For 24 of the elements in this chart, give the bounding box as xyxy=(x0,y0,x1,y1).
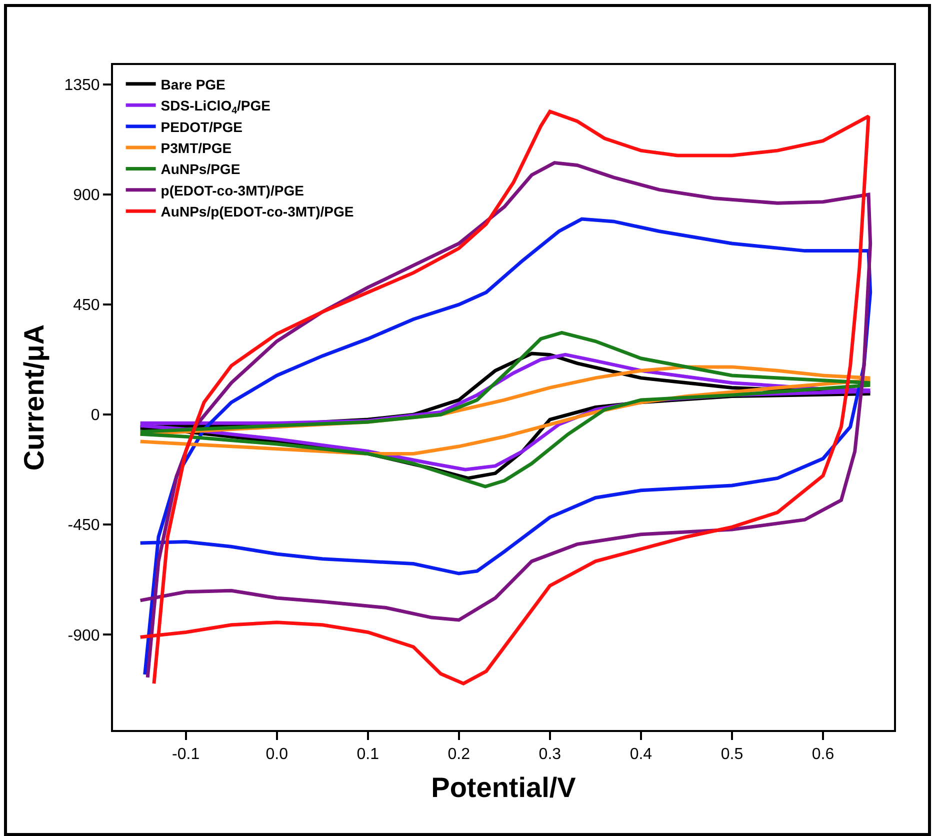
legend-label: PEDOT/PGE xyxy=(160,118,242,135)
line-series xyxy=(138,330,870,488)
legend-label: AuNPs/PGE xyxy=(160,161,240,178)
x-tick-label: 0.0 xyxy=(266,746,288,764)
y-tick-label: -450 xyxy=(68,517,100,534)
y-tick-label: 900 xyxy=(73,187,100,204)
x-tick-label: 0.1 xyxy=(356,746,380,764)
legend-label: p(EDOT-co-3MT)/PGE xyxy=(160,182,304,198)
y-tick-label: 450 xyxy=(73,297,100,314)
x-tick-label: 0.3 xyxy=(538,746,562,764)
x-tick-label: 0.5 xyxy=(720,746,744,764)
legend-label: SDS-LiClO$_{4}$/PGE xyxy=(160,98,271,117)
y-tick-label: 1350 xyxy=(64,77,100,94)
x-tick-label: 0.4 xyxy=(630,746,652,764)
legend-label: Bare PGE xyxy=(160,76,226,92)
x-tick-label: -0.1 xyxy=(172,746,200,764)
x-axis-title: Potential/V xyxy=(431,772,576,803)
x-tick-label: 0.2 xyxy=(448,746,470,764)
legend-label: P3MT/PGE xyxy=(160,140,232,156)
y-tick-label: -900 xyxy=(68,627,100,644)
x-tick-label: 0.6 xyxy=(812,746,834,764)
y-axis-title: Current/μA xyxy=(18,324,50,471)
legend-label: AuNPs/p(EDOT-co-3MT)/PGE xyxy=(160,204,354,220)
y-tick-label: 0 xyxy=(90,407,100,424)
